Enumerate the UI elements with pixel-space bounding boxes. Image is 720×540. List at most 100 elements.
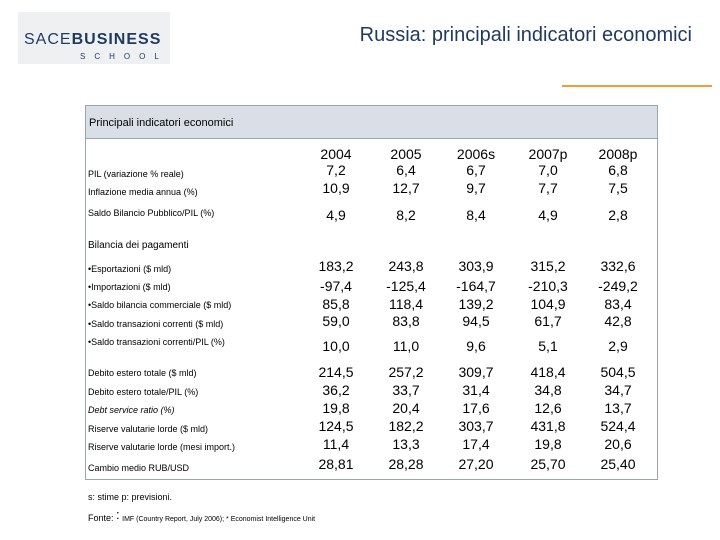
- accent-divider: [562, 85, 712, 87]
- logo-subtitle: SCHOOL: [80, 52, 168, 61]
- table-cell: 524,4: [600, 418, 636, 434]
- table-cell: 25,70: [530, 456, 566, 472]
- table-cell: 4,9: [538, 207, 558, 223]
- row-label: Cambio medio RUB/USD: [88, 463, 190, 473]
- table-cell: 118,4: [389, 296, 423, 312]
- table-cell: 4,9: [326, 207, 346, 223]
- table-cell: 27,20: [458, 456, 494, 472]
- row-label: Debito estero totale/PIL (%): [88, 387, 199, 397]
- table-cell: -164,7: [456, 278, 496, 294]
- table-cell: 139,2: [458, 296, 494, 312]
- row-label: Debito estero totale ($ mld): [88, 368, 197, 378]
- table-cell: 7,2: [326, 162, 346, 178]
- table-cell: 5,1: [538, 338, 558, 354]
- table-cell: 303,7: [458, 418, 494, 434]
- table-cell: 6,8: [608, 162, 628, 178]
- column-header-2004: 2004: [320, 146, 352, 162]
- table-cell: 13,3: [392, 436, 420, 452]
- table-cell: 20,6: [604, 436, 632, 452]
- table-cell: 25,40: [600, 456, 636, 472]
- row-label: Saldo Bilancio Pubblico/PIL (%): [88, 208, 215, 218]
- footnote: s: stime p: previsioni.: [88, 492, 173, 502]
- table-cell: 6,4: [396, 162, 416, 178]
- table-cell: 28,28: [388, 456, 424, 472]
- table-cell: 104,9: [530, 296, 566, 312]
- row-label: •Esportazioni ($ mld): [88, 264, 172, 274]
- table-header: Principali indicatori economici: [86, 106, 657, 139]
- row-label: PIL (variazione % reale): [88, 169, 184, 179]
- table-cell: 19,8: [322, 400, 350, 416]
- table-cell: 332,6: [600, 258, 636, 274]
- table-cell: 182,2: [388, 418, 424, 434]
- table-cell: 34,8: [534, 382, 562, 398]
- sace-business-school-logo: SACEBUSINESS SCHOOL: [18, 12, 170, 64]
- table-cell: 124,5: [318, 418, 354, 434]
- row-label: Inflazione media annua (%): [88, 187, 198, 197]
- table-cell: 315,2: [530, 258, 566, 274]
- table-cell: 257,2: [388, 364, 424, 380]
- table-cell: 7,7: [538, 180, 558, 196]
- section-label: Bilancia dei pagamenti: [88, 240, 189, 251]
- logo-wordmark: SACEBUSINESS: [24, 31, 162, 48]
- table-cell: 28,81: [318, 456, 354, 472]
- row-label: Riserve valutarie lorde (mesi import.): [88, 442, 236, 452]
- table-cell: 59,0: [322, 313, 350, 329]
- row-label: •Saldo transazioni correnti/PIL (%): [88, 337, 225, 347]
- table-cell: 11,4: [322, 436, 350, 452]
- table-cell: 214,5: [318, 364, 354, 380]
- table-cell: -210,3: [528, 278, 568, 294]
- column-header-2008p: 2008p: [598, 146, 638, 162]
- table-cell: 61,7: [534, 313, 562, 329]
- column-header-2007p: 2007p: [528, 146, 568, 162]
- table-cell: 33,7: [392, 382, 420, 398]
- table-cell: 2,8: [608, 207, 628, 223]
- table-cell: 34,7: [604, 382, 632, 398]
- source-note: Fonte: : IMF (Country Report, July 2006)…: [88, 507, 316, 523]
- table-cell: 20,4: [392, 400, 420, 416]
- table-cell: 504,5: [600, 364, 636, 380]
- table-cell: 11,0: [392, 338, 420, 354]
- table-cell: 10,0: [322, 338, 350, 354]
- indicators-table: Principali indicatori economici: [85, 105, 658, 480]
- table-cell: 17,4: [462, 436, 490, 452]
- table-cell: 19,8: [534, 436, 562, 452]
- table-cell: 9,6: [466, 338, 486, 354]
- table-cell: 36,2: [322, 382, 350, 398]
- table-cell: 243,8: [388, 258, 424, 274]
- table-cell: 42,8: [604, 313, 632, 329]
- table-cell: 7,5: [608, 180, 628, 196]
- row-label: •Saldo bilancia commerciale ($ mld): [88, 300, 232, 310]
- table-cell: 12,7: [392, 180, 420, 196]
- table-cell: 83,8: [392, 313, 420, 329]
- column-header-2006s: 2006s: [456, 146, 496, 162]
- table-cell: 309,7: [458, 364, 494, 380]
- table-cell: -125,4: [386, 278, 426, 294]
- table-cell: 8,4: [466, 207, 486, 223]
- table-cell: 12,6: [534, 400, 562, 416]
- row-label: •Saldo transazioni correnti ($ mld): [88, 319, 224, 329]
- table-cell: -249,2: [598, 278, 638, 294]
- row-label: Debt service ratio (%): [88, 405, 175, 415]
- table-cell: 83,4: [604, 296, 632, 312]
- table-cell: 6,7: [466, 162, 486, 178]
- table-title: Principali indicatori economici: [89, 117, 234, 129]
- table-cell: 13,7: [604, 400, 632, 416]
- table-cell: 10,9: [322, 180, 350, 196]
- page-title: Russia: principali indicatori economici: [359, 24, 692, 46]
- row-label: •Importazioni ($ mld): [88, 282, 171, 292]
- table-cell: 31,4: [462, 382, 490, 398]
- column-header-2005: 2005: [390, 146, 422, 162]
- table-cell: 183,2: [318, 258, 354, 274]
- table-cell: 8,2: [396, 207, 416, 223]
- table-cell: 303,9: [458, 258, 494, 274]
- table-cell: 431,8: [530, 418, 566, 434]
- table-cell: 418,4: [530, 364, 566, 380]
- table-cell: 9,7: [466, 180, 486, 196]
- table-cell: 94,5: [462, 313, 490, 329]
- table-cell: 2,9: [608, 338, 628, 354]
- table-cell: 17,6: [462, 400, 490, 416]
- table-cell: 85,8: [322, 296, 350, 312]
- table-cell: -97,4: [320, 278, 352, 294]
- table-cell: 7,0: [538, 162, 558, 178]
- row-label: Riserve valutarie lorde ($ mld): [88, 424, 209, 434]
